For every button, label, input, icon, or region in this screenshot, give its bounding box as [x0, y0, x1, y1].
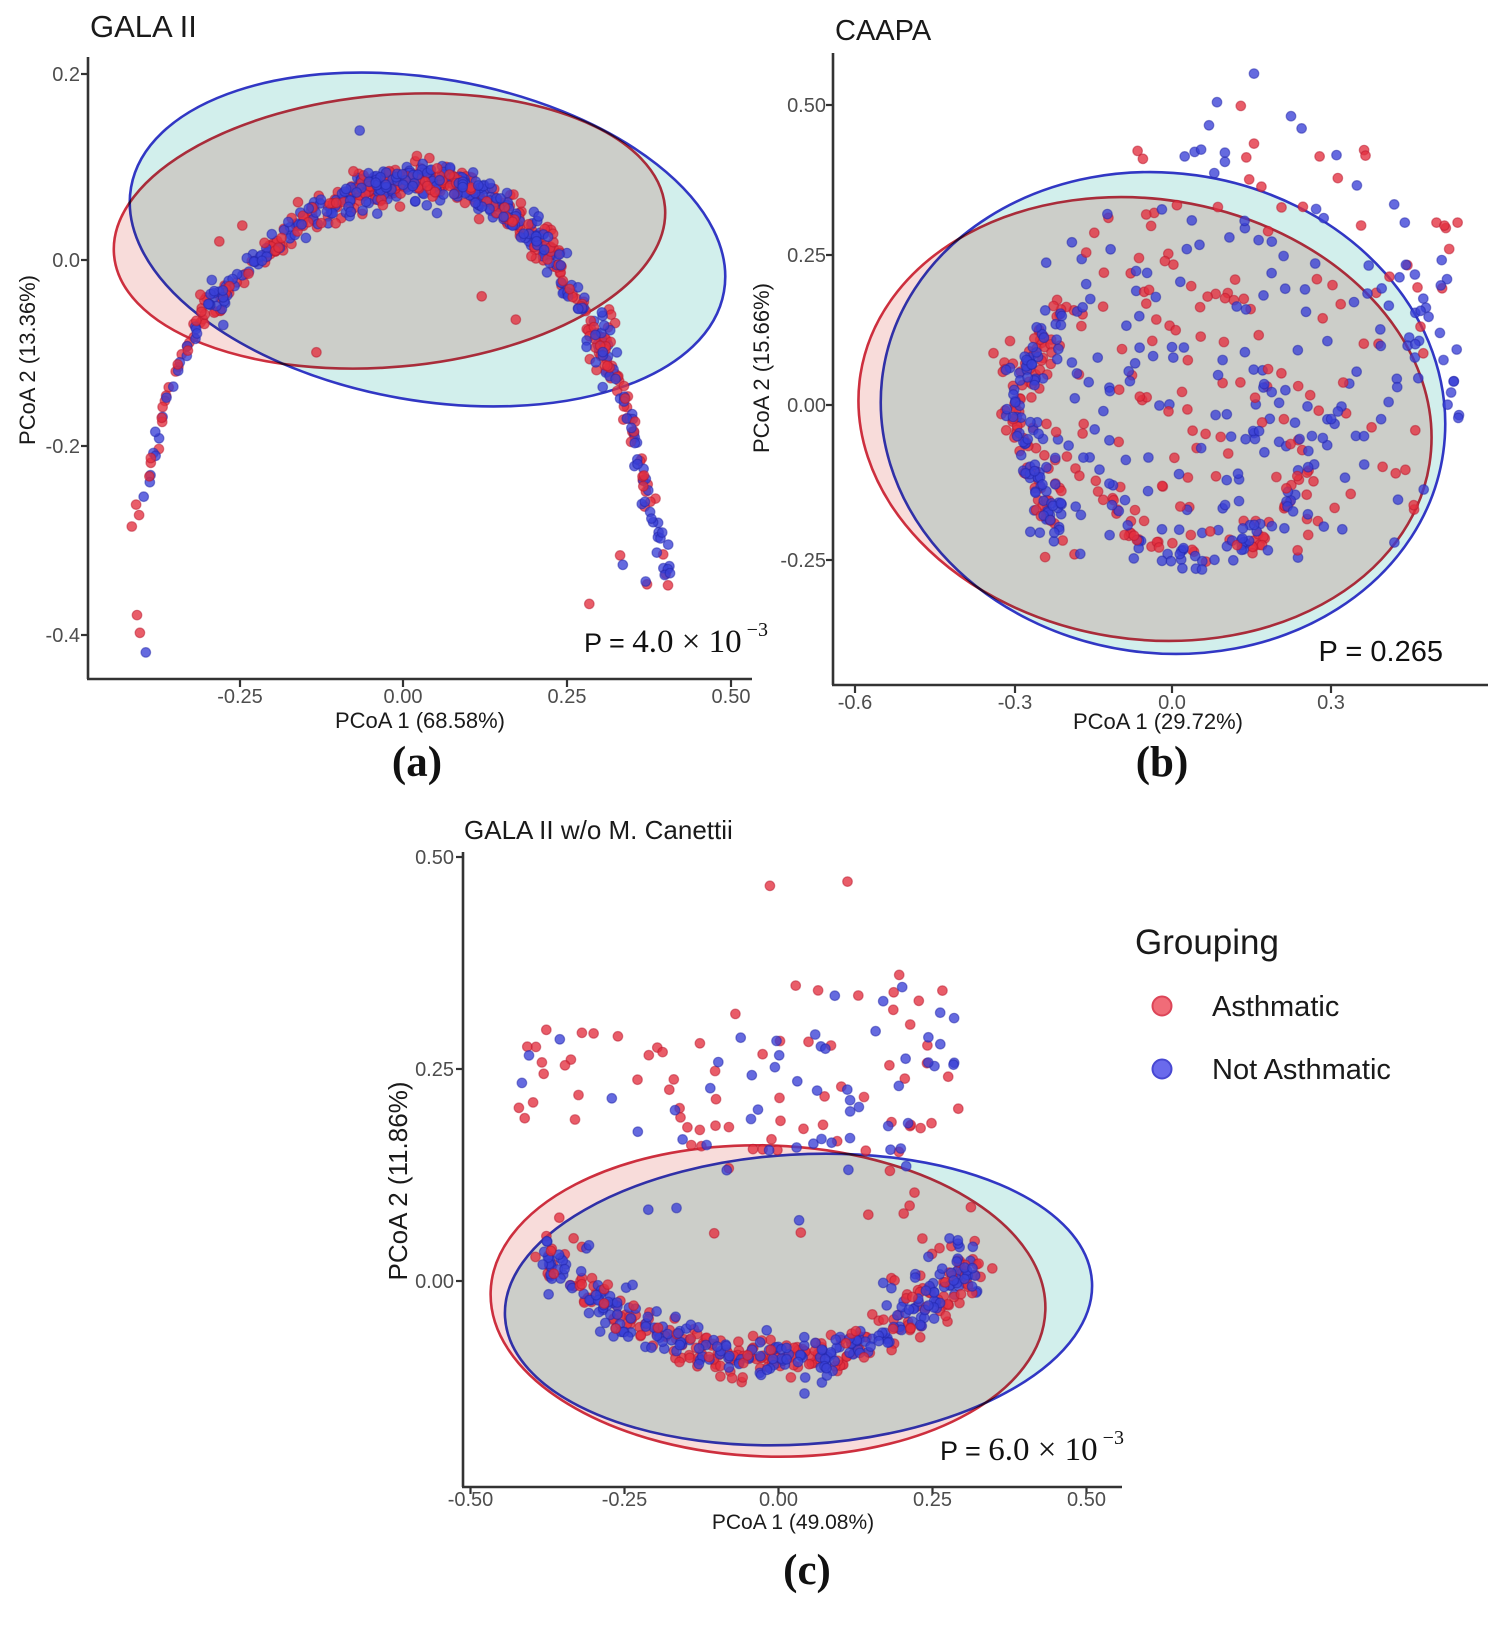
svg-text:-0.2: -0.2: [46, 436, 80, 458]
svg-text:0.25: 0.25: [415, 1059, 454, 1081]
svg-text:0.3: 0.3: [1317, 692, 1345, 714]
svg-text:0.00: 0.00: [415, 1271, 454, 1293]
svg-text:-0.6: -0.6: [838, 692, 872, 714]
svg-text:PCoA 1 (49.08%): PCoA 1 (49.08%): [712, 1511, 874, 1534]
svg-text:(a): (a): [392, 739, 442, 786]
svg-text:0.00: 0.00: [759, 1489, 798, 1511]
svg-text:0.50: 0.50: [712, 686, 751, 708]
svg-text:(c): (c): [783, 1547, 831, 1594]
svg-text:PCoA 2 (15.66%): PCoA 2 (15.66%): [749, 283, 774, 453]
svg-text:-0.25: -0.25: [217, 686, 263, 708]
svg-text:PCoA 1 (29.72%): PCoA 1 (29.72%): [1073, 709, 1243, 734]
svg-text:PCoA 1 (68.58%): PCoA 1 (68.58%): [335, 708, 505, 733]
svg-text:CAAPA: CAAPA: [835, 15, 932, 47]
svg-text:0.25: 0.25: [548, 686, 587, 708]
svg-text:Grouping: Grouping: [1135, 923, 1279, 962]
svg-text:Not Asthmatic: Not Asthmatic: [1212, 1054, 1391, 1086]
svg-text:GALA II: GALA II: [90, 9, 197, 44]
svg-text:(b): (b): [1136, 739, 1189, 786]
svg-text:-0.3: -0.3: [998, 692, 1032, 714]
svg-text:0.25: 0.25: [913, 1489, 952, 1511]
svg-text:P = 0.265: P = 0.265: [1319, 636, 1443, 668]
svg-text:-0.4: -0.4: [46, 625, 80, 647]
svg-text:0.2: 0.2: [52, 64, 80, 86]
svg-text:0.0: 0.0: [1158, 692, 1186, 714]
svg-text:PCoA 2 (11.86%): PCoA 2 (11.86%): [383, 1082, 413, 1281]
svg-text:Asthmatic: Asthmatic: [1212, 991, 1339, 1023]
svg-text:0.00: 0.00: [384, 686, 423, 708]
svg-text:0.0: 0.0: [52, 250, 80, 272]
svg-text:-0.25: -0.25: [602, 1489, 648, 1511]
svg-text:0.00: 0.00: [787, 395, 826, 417]
svg-text:-0.25: -0.25: [780, 550, 826, 572]
svg-text:0.25: 0.25: [787, 245, 826, 267]
svg-text:0.50: 0.50: [415, 847, 454, 869]
svg-text:PCoA 2 (13.36%): PCoA 2 (13.36%): [15, 275, 40, 445]
svg-text:GALA II w/o M. Canettii: GALA II w/o M. Canettii: [464, 815, 733, 845]
svg-text:0.50: 0.50: [1067, 1489, 1106, 1511]
svg-text:-0.50: -0.50: [448, 1489, 494, 1511]
svg-text:0.50: 0.50: [787, 95, 826, 117]
